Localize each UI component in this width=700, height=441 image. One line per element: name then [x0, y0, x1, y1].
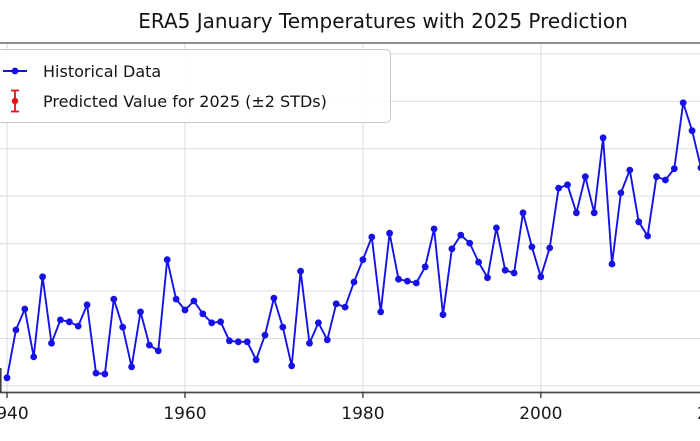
data-point-marker [581, 173, 589, 181]
data-point-marker [137, 308, 144, 316]
data-point-marker [697, 164, 700, 171]
data-point-marker [448, 245, 456, 253]
data-point-marker [279, 323, 287, 331]
data-point-marker [386, 229, 393, 237]
data-point-marker [404, 277, 411, 285]
data-point-marker [688, 127, 696, 135]
data-point-marker [146, 341, 153, 349]
data-point-marker [412, 279, 420, 287]
x-tick-label: 1960 [163, 404, 206, 424]
data-point-marker [430, 225, 438, 233]
data-point-marker [501, 266, 509, 274]
data-point-marker [670, 165, 678, 173]
data-point-marker [119, 323, 127, 331]
data-point-marker [493, 224, 500, 232]
data-point-marker [208, 319, 216, 327]
data-point-marker [234, 338, 242, 346]
data-point-marker [261, 331, 269, 339]
data-point-marker [83, 301, 91, 309]
legend-item-prediction: Predicted Value for 2025 (±2 STDs) [1, 86, 382, 116]
data-point-marker [323, 336, 331, 344]
errorbar-icon [11, 89, 19, 113]
data-point-marker [270, 294, 278, 302]
data-point-marker [653, 173, 660, 181]
data-point-marker [128, 363, 136, 371]
data-point-marker [439, 311, 447, 319]
data-point-marker [39, 273, 46, 281]
data-point-marker [573, 209, 580, 217]
data-point-marker [65, 318, 73, 326]
data-point-marker [163, 256, 171, 264]
data-point-marker [546, 244, 554, 252]
data-point-marker [555, 184, 562, 192]
data-point-marker [466, 239, 474, 247]
data-point-marker [172, 295, 180, 303]
data-point-marker [679, 99, 687, 107]
data-point-marker [368, 233, 376, 241]
data-point-marker [101, 370, 109, 378]
x-tick-label: 1980 [341, 404, 384, 424]
data-point-marker [662, 176, 669, 184]
data-point-marker [484, 274, 491, 282]
data-point-marker [30, 353, 38, 361]
data-point-marker [57, 316, 64, 324]
data-point-marker [332, 300, 340, 308]
x-axis-ticks: 1940 1960 1980 2000 2020 [0, 392, 700, 424]
data-point-marker [475, 258, 482, 266]
data-point-marker [377, 308, 385, 316]
chart-title: ERA5 January Temperatures with 2025 Pred… [138, 9, 628, 33]
data-point-marker [519, 209, 527, 217]
x-tick-label: 2020 [697, 404, 700, 424]
line-dot-icon [3, 67, 27, 75]
data-point-marker [199, 310, 207, 318]
data-point-marker [608, 260, 616, 268]
data-point-marker [395, 275, 402, 283]
data-point-marker [599, 134, 607, 142]
x-tick-label: 1940 [0, 404, 29, 424]
data-point-marker [74, 322, 82, 330]
data-point-marker [644, 232, 651, 240]
historical-line [6, 101, 700, 378]
data-point-marker [297, 267, 304, 275]
data-point-marker [359, 256, 367, 264]
data-point-marker [181, 306, 189, 314]
data-point-marker [110, 295, 118, 303]
data-point-marker [590, 209, 598, 217]
data-point-marker [306, 339, 313, 347]
data-point-marker [190, 297, 198, 305]
data-point-marker [243, 338, 251, 346]
data-point-marker [288, 362, 296, 370]
data-point-marker [12, 326, 20, 334]
data-points [3, 99, 700, 382]
data-point-marker [252, 356, 260, 364]
data-point-marker [457, 231, 465, 239]
data-point-marker [564, 181, 571, 189]
data-point-marker [617, 189, 625, 197]
data-point-marker [537, 273, 545, 281]
data-point-marker [226, 337, 233, 345]
data-point-marker [21, 305, 29, 313]
data-point-marker [635, 218, 643, 226]
data-point-marker [48, 339, 55, 347]
data-point-marker [217, 318, 225, 326]
legend-label-prediction: Predicted Value for 2025 (±2 STDs) [43, 91, 327, 111]
data-point-marker [528, 243, 536, 251]
data-point-marker [421, 263, 429, 271]
data-point-marker [3, 374, 11, 382]
legend: Historical Data Predicted Value for 2025… [0, 49, 391, 123]
data-point-marker [315, 319, 322, 327]
data-point-marker [154, 347, 162, 355]
x-tick-label: 2000 [519, 404, 562, 424]
legend-item-historical: Historical Data [1, 56, 382, 86]
data-point-marker [626, 166, 634, 174]
data-point-marker [510, 269, 518, 277]
data-point-marker [92, 369, 100, 377]
data-point-marker [350, 278, 358, 286]
legend-label-historical: Historical Data [43, 61, 162, 81]
data-point-marker [341, 303, 349, 311]
